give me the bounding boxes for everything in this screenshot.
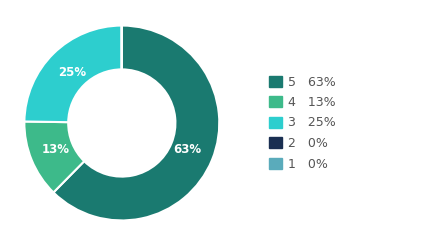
Legend: 5   63%, 4   13%, 3   25%, 2   0%, 1   0%: 5 63%, 4 13%, 3 25%, 2 0%, 1 0% bbox=[269, 76, 336, 170]
Text: 13%: 13% bbox=[42, 143, 70, 156]
Text: 25%: 25% bbox=[58, 66, 86, 79]
Wedge shape bbox=[24, 122, 84, 192]
Wedge shape bbox=[54, 26, 219, 220]
Text: 63%: 63% bbox=[174, 143, 202, 156]
Wedge shape bbox=[24, 26, 122, 122]
